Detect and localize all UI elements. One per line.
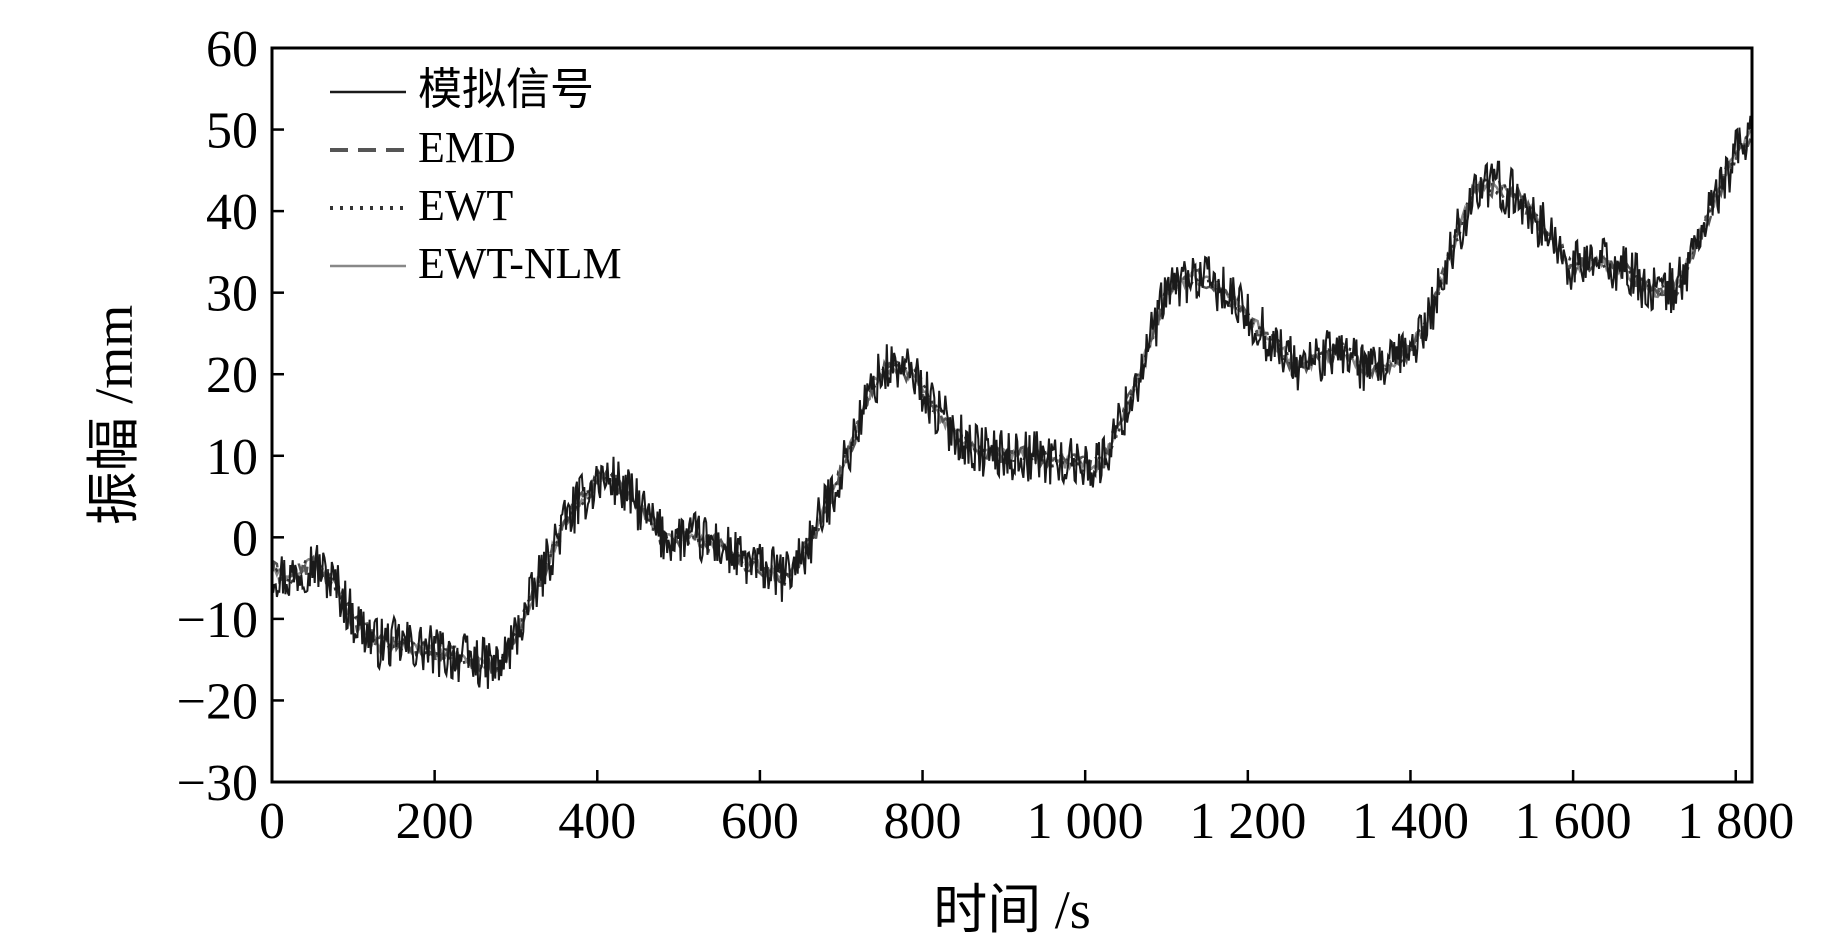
x-tick-label: 1 800	[1677, 793, 1794, 850]
legend-label: EWT-NLM	[418, 239, 622, 288]
x-tick-label: 1 000	[1027, 793, 1144, 850]
y-tick-label: 30	[206, 266, 258, 323]
x-tick-label: 400	[558, 793, 636, 850]
x-tick-label: 1 200	[1189, 793, 1306, 850]
x-axis: 0 200 400 600 800 1 000 1 200 1 400 1 600 1 800	[259, 770, 1794, 850]
y-tick-label: −10	[177, 592, 258, 649]
y-tick-label: 0	[232, 510, 258, 567]
x-tick-label: 1 600	[1515, 793, 1632, 850]
legend-label: EMD	[418, 123, 516, 172]
y-tick-label: −20	[177, 673, 258, 730]
legend: 模拟信号 EMD EWT EWT-NLM	[330, 65, 622, 288]
x-axis-title: 时间 /s	[933, 880, 1091, 940]
series-layer	[270, 115, 1753, 689]
y-tick-label: 10	[206, 429, 258, 486]
plot-frame	[270, 46, 1754, 784]
legend-label: EWT	[418, 181, 513, 230]
series-line-0	[271, 115, 1753, 689]
legend-label: 模拟信号	[418, 65, 594, 114]
x-tick-label: 800	[884, 793, 962, 850]
y-tick-label: 40	[206, 184, 258, 241]
y-axis-title: 振幅 /mm	[84, 305, 144, 526]
y-tick-label: 60	[206, 21, 258, 78]
series-line-1	[270, 133, 1752, 680]
y-tick-label: 20	[206, 347, 258, 404]
y-axis: −30 −20 −10 0 10 20 30 40 50 60	[177, 21, 284, 812]
x-tick-label: 0	[259, 793, 285, 850]
y-tick-label: 50	[206, 103, 258, 160]
y-tick-label: −30	[177, 755, 258, 812]
x-tick-label: 600	[721, 793, 799, 850]
x-tick-label: 200	[396, 793, 474, 850]
x-tick-label: 1 400	[1352, 793, 1469, 850]
